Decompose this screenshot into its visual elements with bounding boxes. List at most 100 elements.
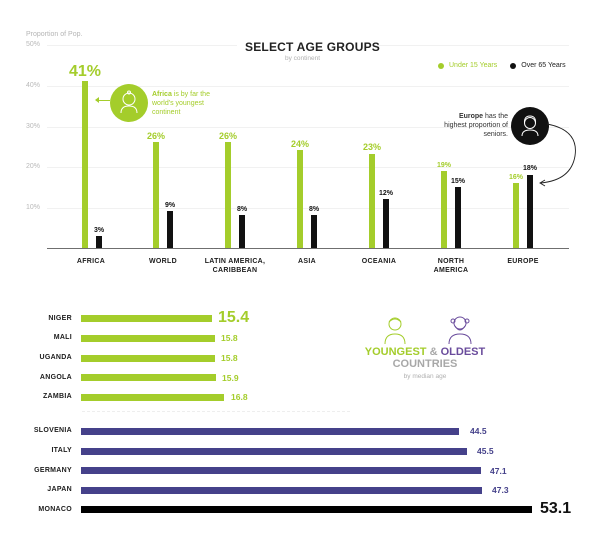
value-namerica-under15: 19% bbox=[436, 162, 451, 169]
value-uganda: 15.8 bbox=[221, 353, 238, 363]
gridline-20 bbox=[47, 167, 569, 168]
europe-callout-text: Europe has the highest proportion of sen… bbox=[438, 112, 508, 139]
value-namerica-over65: 15% bbox=[450, 178, 465, 185]
value-oceania-under15: 23% bbox=[362, 142, 381, 152]
europe-callout-rest: has the highest proportion of seniors. bbox=[444, 113, 508, 138]
legend-label-over65: Over 65 Years bbox=[521, 62, 566, 69]
africa-callout-text: Africa is by far the world's youngest co… bbox=[152, 90, 222, 117]
value-world-over65: 9% bbox=[164, 202, 176, 209]
category-namerica-line2: AMERICA bbox=[433, 267, 469, 274]
y-tick-30: 30% bbox=[26, 123, 41, 130]
y-tick-20: 20% bbox=[26, 163, 41, 170]
bar-zambia bbox=[81, 394, 224, 401]
value-europe-under15: 16% bbox=[508, 174, 523, 181]
bar-angola bbox=[81, 374, 216, 381]
value-mali: 15.8 bbox=[221, 333, 238, 343]
gridline-40 bbox=[47, 86, 569, 87]
category-latam-line2: CARIBBEAN bbox=[212, 267, 258, 274]
x-axis-baseline bbox=[47, 248, 569, 249]
country-label-germany: GERMANY bbox=[34, 467, 72, 474]
value-africa-under15: 41% bbox=[68, 63, 102, 80]
value-africa-over65: 3% bbox=[93, 227, 105, 234]
bar-uganda bbox=[81, 355, 215, 362]
value-latam-over65: 8% bbox=[236, 206, 248, 213]
bar-slovenia bbox=[81, 428, 459, 435]
bar-europe-under15 bbox=[513, 183, 519, 248]
bar-europe-over65 bbox=[527, 175, 533, 248]
gridline-10 bbox=[47, 208, 569, 209]
section-divider bbox=[82, 411, 350, 412]
gridline-50-left bbox=[47, 45, 237, 46]
category-latam: LATIN AMERICA, CARIBBEAN bbox=[195, 257, 275, 275]
value-japan: 47.3 bbox=[492, 485, 509, 495]
value-monaco: 53.1 bbox=[540, 500, 572, 517]
chart-subtitle: by continent bbox=[285, 55, 321, 62]
legend-dot-under15 bbox=[438, 62, 444, 69]
country-label-monaco: MONACO bbox=[38, 506, 72, 513]
legend: Under 15 Years Over 65 Years bbox=[438, 62, 566, 69]
value-world-under15: 26% bbox=[146, 131, 165, 141]
country-label-italy: ITALY bbox=[51, 447, 72, 454]
category-namerica-line1: NORTH bbox=[437, 258, 465, 265]
y-tick-50: 50% bbox=[26, 41, 41, 48]
bar-mali bbox=[81, 335, 215, 342]
country-label-japan: JAPAN bbox=[47, 486, 72, 493]
country-label-slovenia: SLOVENIA bbox=[33, 427, 72, 434]
y-tick-40: 40% bbox=[26, 82, 41, 89]
legend-dot-over65 bbox=[510, 62, 517, 69]
title-amp: & bbox=[429, 346, 438, 358]
category-africa: AFRICA bbox=[76, 258, 106, 265]
value-oceania-over65: 12% bbox=[378, 190, 393, 197]
old-man-icon bbox=[448, 316, 472, 345]
bar-africa-under15 bbox=[82, 81, 88, 248]
country-label-zambia: ZAMBIA bbox=[42, 393, 72, 400]
bar-niger bbox=[81, 315, 212, 322]
bar-monaco bbox=[81, 506, 532, 513]
value-italy: 45.5 bbox=[477, 446, 494, 456]
country-label-niger: NIGER bbox=[48, 315, 72, 322]
value-germany: 47.1 bbox=[490, 466, 507, 476]
africa-callout-arrow-line bbox=[96, 100, 110, 101]
bottom-chart-subtitle: by median age bbox=[403, 373, 447, 380]
gridline-50-right bbox=[375, 45, 569, 46]
young-person-icon bbox=[384, 317, 406, 345]
value-europe-over65: 18% bbox=[522, 165, 537, 172]
value-slovenia: 44.5 bbox=[470, 426, 487, 436]
category-world: WORLD bbox=[149, 258, 177, 265]
category-asia: ASIA bbox=[298, 258, 316, 265]
bar-world-under15 bbox=[153, 142, 159, 248]
country-label-mali: MALI bbox=[53, 334, 72, 341]
country-label-angola: ANGOLA bbox=[39, 374, 72, 381]
title-countries: COUNTRIES bbox=[392, 358, 458, 370]
africa-callout-rest: is by far the world's youngest continent bbox=[152, 91, 210, 116]
bar-world-over65 bbox=[167, 211, 173, 248]
bar-latam-over65 bbox=[239, 215, 245, 248]
bar-oceania-under15 bbox=[369, 154, 375, 248]
africa-callout-bold: Africa bbox=[152, 91, 172, 98]
bar-asia-over65 bbox=[311, 215, 317, 248]
y-axis-label: Proportion of Pop. bbox=[26, 31, 83, 38]
child-face-icon bbox=[110, 84, 148, 122]
bar-namerica-over65 bbox=[455, 187, 461, 248]
value-angola: 15.9 bbox=[222, 373, 239, 383]
europe-callout-arrow bbox=[539, 123, 576, 187]
chart-title: SELECT AGE GROUPS bbox=[245, 40, 380, 54]
category-oceania: OCEANIA bbox=[361, 258, 397, 265]
category-latam-line1: LATIN AMERICA, bbox=[204, 258, 266, 265]
bar-japan bbox=[81, 487, 482, 494]
bar-italy bbox=[81, 448, 467, 455]
country-label-uganda: UGANDA bbox=[39, 354, 72, 361]
title-oldest: OLDEST bbox=[440, 346, 486, 358]
value-zambia: 16.8 bbox=[231, 392, 248, 402]
africa-callout-arrowhead bbox=[95, 97, 99, 103]
gridline-30 bbox=[47, 127, 569, 128]
value-asia-under15: 24% bbox=[290, 139, 309, 149]
title-youngest: YOUNGEST bbox=[364, 346, 427, 358]
bar-latam-under15 bbox=[225, 142, 231, 248]
category-europe: EUROPE bbox=[507, 258, 539, 265]
bottom-chart-title: YOUNGEST & OLDEST COUNTRIES bbox=[360, 346, 490, 370]
category-namerica: NORTH AMERICA bbox=[411, 257, 491, 275]
bar-germany bbox=[81, 467, 481, 474]
legend-label-under15: Under 15 Years bbox=[449, 62, 498, 69]
value-niger: 15.4 bbox=[218, 309, 250, 326]
